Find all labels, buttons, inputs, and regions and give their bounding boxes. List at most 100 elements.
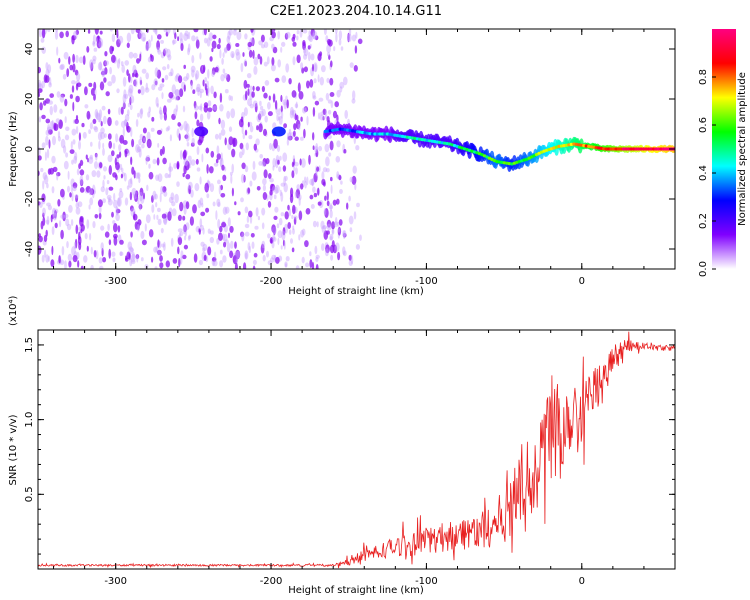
signal-core: [629, 147, 633, 151]
noise-speckle: [200, 211, 206, 217]
noise-speckle: [94, 108, 99, 119]
noise-speckle: [140, 32, 146, 42]
noise-speckle: [59, 108, 63, 115]
noise-speckle: [159, 83, 165, 88]
colorbar-tick-label: 0.6: [698, 117, 709, 133]
noise-speckle: [160, 39, 165, 44]
noise-speckle: [245, 142, 249, 151]
noise-speckle: [219, 225, 223, 233]
noise-speckle: [288, 208, 292, 217]
noise-speckle: [52, 135, 56, 146]
noise-speckle: [40, 37, 45, 43]
noise-speckle: [188, 234, 191, 240]
noise-speckle: [45, 118, 51, 124]
noise-speckle: [232, 137, 238, 147]
noise-speckle: [60, 63, 65, 70]
noise-speckle: [287, 204, 290, 211]
noise-speckle: [51, 207, 57, 217]
noise-speckle: [277, 30, 281, 40]
noise-speckle: [38, 201, 41, 206]
noise-speckle: [48, 139, 51, 149]
noise-speckle: [179, 231, 184, 237]
noise-speckle: [142, 37, 146, 42]
noise-speckle: [172, 39, 175, 46]
noise-speckle: [247, 98, 253, 107]
noise-speckle: [250, 29, 254, 33]
noise-speckle: [45, 135, 49, 146]
noise-speckle: [331, 240, 335, 248]
noise-speckle: [203, 105, 208, 113]
noise-speckle: [339, 189, 343, 194]
noise-speckle: [56, 46, 59, 56]
noise-speckle: [95, 111, 99, 120]
noise-speckle: [194, 105, 199, 111]
noise-speckle: [322, 225, 327, 230]
noise-speckle: [41, 254, 45, 263]
noise-speckle: [253, 252, 258, 258]
noise-speckle: [77, 201, 83, 208]
noise-speckle: [321, 178, 326, 186]
noise-speckle: [318, 97, 324, 102]
noise-speckle: [124, 119, 127, 126]
noise-speckle: [86, 46, 90, 53]
noise-speckle: [58, 255, 61, 264]
noise-speckle: [302, 107, 307, 114]
noise-speckle: [183, 76, 188, 82]
noise-speckle: [278, 217, 283, 226]
noise-speckle: [64, 134, 70, 141]
noise-speckle: [42, 216, 46, 226]
noise-speckle: [283, 101, 287, 110]
noise-speckle: [277, 159, 280, 165]
y-tick-label: 1.5: [24, 337, 35, 353]
noise-speckle: [285, 31, 291, 39]
noise-speckle: [51, 186, 55, 194]
noise-speckle: [157, 218, 162, 226]
noise-speckle: [131, 166, 135, 175]
noise-speckle: [163, 105, 167, 115]
noise-speckle: [67, 185, 70, 193]
noise-speckle: [183, 33, 188, 41]
noise-speckle: [111, 54, 116, 64]
noise-speckle: [342, 246, 346, 256]
noise-speckle: [75, 194, 79, 203]
noise-speckle: [154, 29, 158, 35]
noise-speckle: [71, 35, 75, 45]
noise-speckle: [156, 46, 160, 53]
noise-speckle: [283, 240, 286, 250]
noise-speckle: [86, 110, 91, 120]
noise-speckle: [171, 201, 176, 207]
noise-speckle: [141, 239, 147, 246]
noise-speckle: [255, 138, 260, 146]
noise-speckle: [311, 261, 315, 269]
noise-speckle: [63, 145, 67, 154]
noise-speckle: [288, 229, 292, 235]
noise-speckle: [150, 127, 155, 132]
noise-speckle: [280, 245, 283, 250]
noise-speckle: [317, 201, 322, 206]
noise-speckle: [68, 260, 72, 268]
noise-speckle: [116, 29, 119, 39]
noise-speckle: [101, 247, 104, 257]
noise-speckle: [309, 259, 313, 269]
noise-speckle: [190, 142, 195, 147]
spectrogram-y-label: Frequency (Hz): [8, 111, 19, 187]
noise-speckle: [199, 52, 202, 60]
noise-speckle: [290, 106, 294, 116]
noise-speckle: [80, 265, 84, 269]
noise-speckle: [267, 233, 271, 239]
noise-speckle: [105, 187, 109, 196]
noise-speckle: [303, 48, 307, 54]
noise-speckle: [327, 109, 332, 115]
noise-speckle: [122, 93, 127, 104]
noise-speckle: [75, 224, 79, 235]
noise-speckle: [262, 254, 266, 262]
noise-speckle: [314, 64, 317, 72]
noise-speckle: [139, 53, 142, 62]
noise-speckle: [97, 35, 100, 44]
noise-speckle: [204, 77, 208, 83]
noise-speckle: [283, 123, 287, 129]
noise-speckle: [218, 132, 222, 140]
noise-speckle: [111, 46, 115, 52]
noise-speckle: [183, 158, 189, 167]
noise-speckle: [115, 133, 119, 143]
